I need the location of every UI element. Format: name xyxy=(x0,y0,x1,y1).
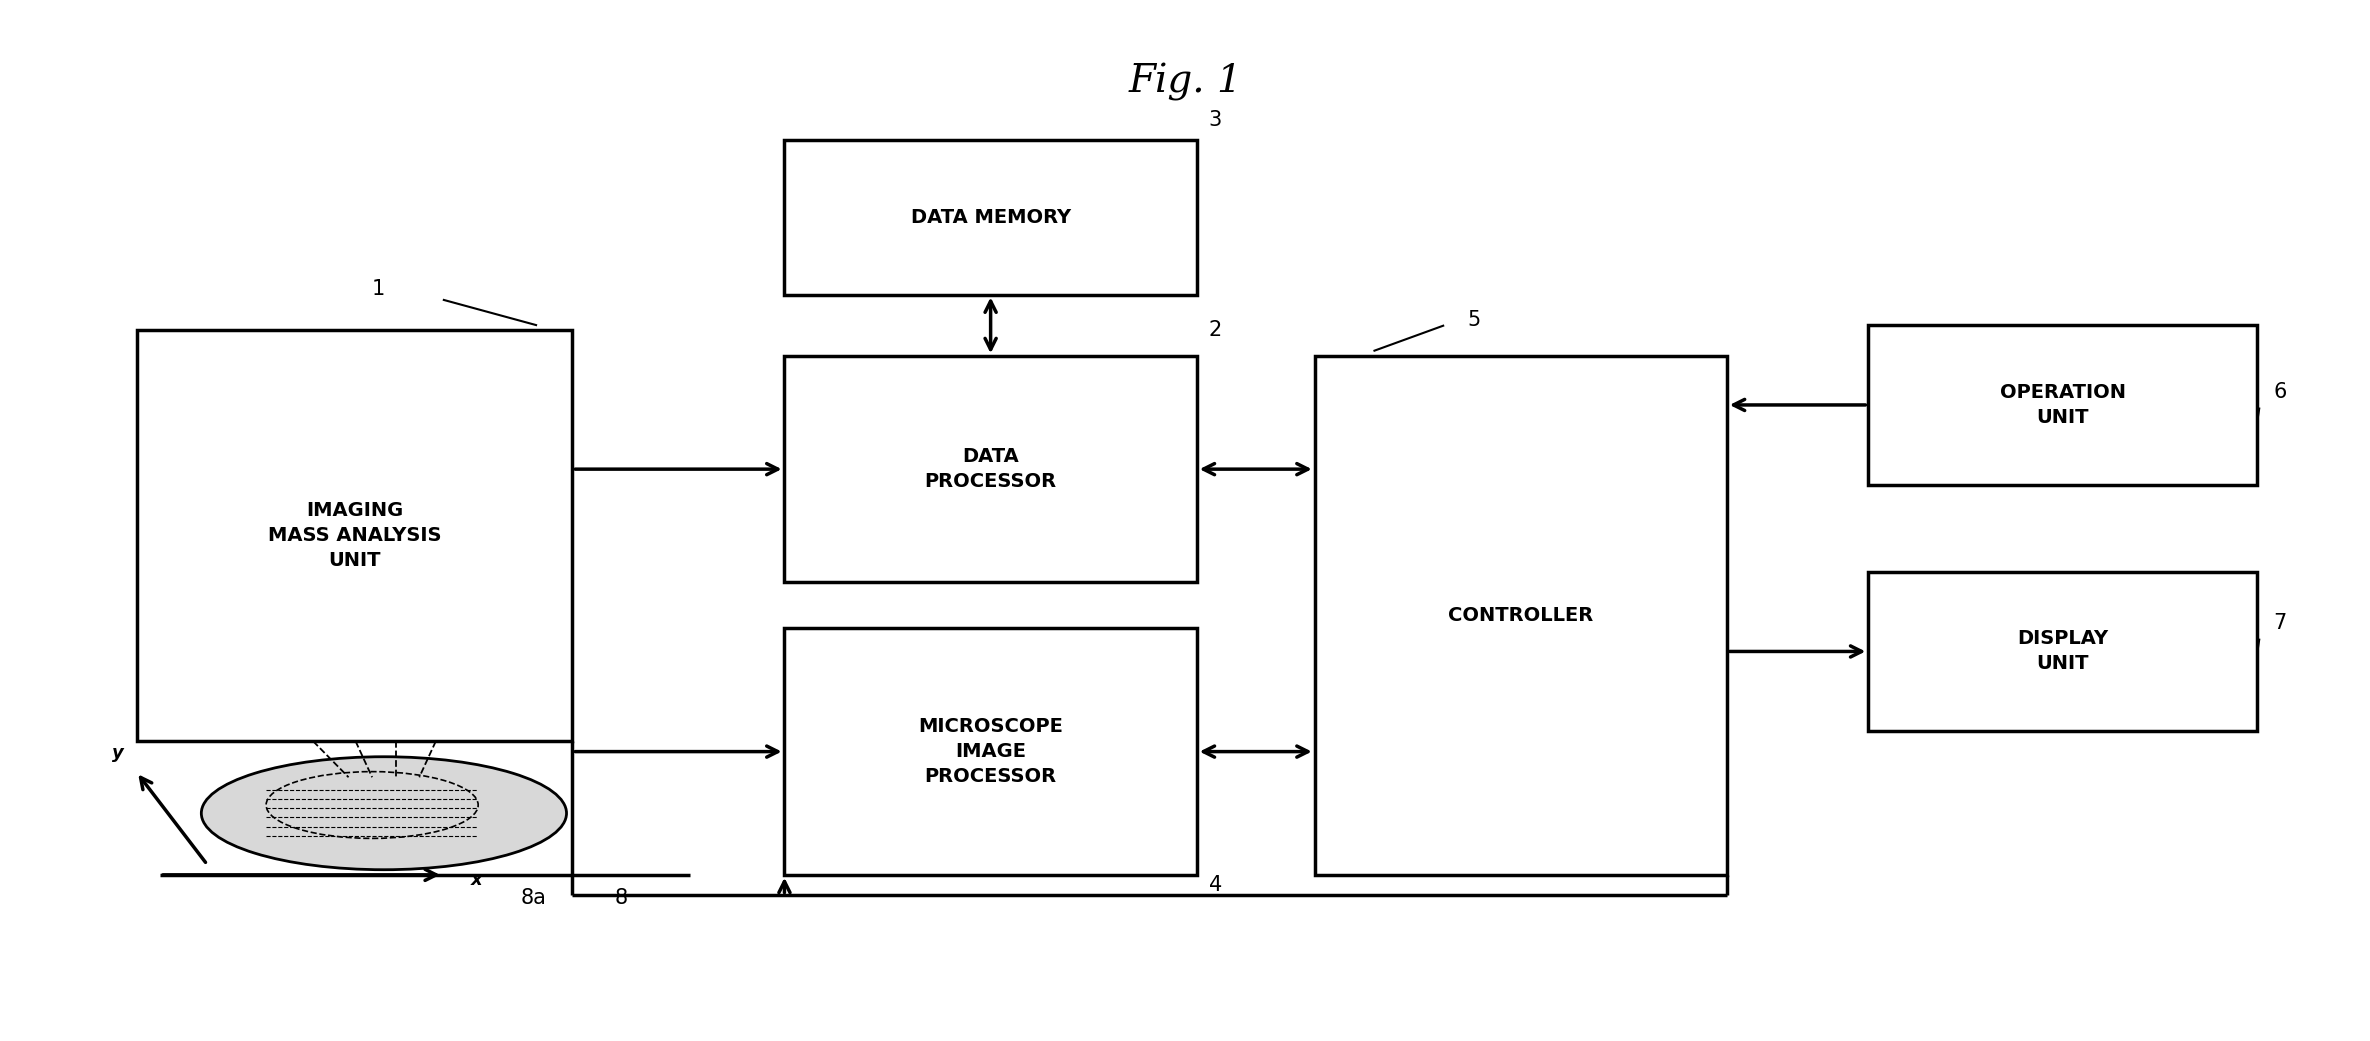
Text: DATA
PROCESSOR: DATA PROCESSOR xyxy=(924,448,1057,491)
Text: 5: 5 xyxy=(1467,310,1481,330)
Ellipse shape xyxy=(201,757,566,869)
Text: OPERATION
UNIT: OPERATION UNIT xyxy=(2000,383,2126,427)
Bar xyxy=(784,629,1197,874)
Bar xyxy=(784,356,1197,582)
Text: IMAGING
MASS ANALYSIS
UNIT: IMAGING MASS ANALYSIS UNIT xyxy=(268,502,441,570)
Text: 6: 6 xyxy=(2273,382,2287,402)
Bar xyxy=(784,141,1197,295)
Text: CONTROLLER: CONTROLLER xyxy=(1448,606,1593,625)
Bar xyxy=(1868,326,2256,484)
Bar xyxy=(1315,356,1728,874)
Text: DATA MEMORY: DATA MEMORY xyxy=(910,208,1071,227)
Text: Fig. 1: Fig. 1 xyxy=(1128,64,1242,101)
Text: 8: 8 xyxy=(614,888,628,909)
Text: 4: 4 xyxy=(1209,875,1223,895)
Text: 2: 2 xyxy=(1209,321,1223,340)
Text: 1: 1 xyxy=(372,279,386,300)
Text: DISPLAY
UNIT: DISPLAY UNIT xyxy=(2017,630,2109,674)
Text: x: x xyxy=(472,871,483,889)
Text: 7: 7 xyxy=(2273,613,2287,633)
Text: 8a: 8a xyxy=(521,888,547,909)
Text: MICROSCOPE
IMAGE
PROCESSOR: MICROSCOPE IMAGE PROCESSOR xyxy=(917,717,1064,786)
Text: y: y xyxy=(111,744,123,762)
Text: 3: 3 xyxy=(1209,110,1223,130)
Bar xyxy=(1868,572,2256,731)
Bar xyxy=(137,330,574,741)
